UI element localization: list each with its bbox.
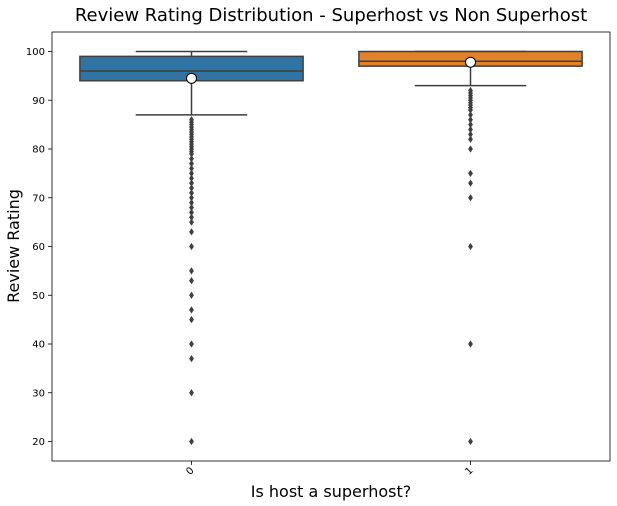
- outlier-point: [189, 437, 194, 446]
- box-group-1: [358, 50, 583, 446]
- y-tick-label: 80: [32, 145, 45, 156]
- outlier-point: [189, 316, 194, 324]
- outlier-point: [468, 130, 473, 138]
- outlier-point: [468, 106, 473, 114]
- outlier-point: [189, 199, 194, 207]
- outlier-point: [189, 164, 194, 173]
- y-tick-label: 90: [32, 96, 45, 107]
- outlier-point: [189, 389, 194, 397]
- outlier-point: [468, 145, 473, 153]
- y-axis: 20 30 40 50 60 70 80 90 100: [26, 47, 52, 448]
- outlier-point: [189, 189, 194, 197]
- outlier-point: [189, 194, 194, 202]
- box-group-0: [79, 50, 304, 446]
- x-axis-label: Is host a superhost?: [251, 482, 411, 501]
- outlier-point: [468, 242, 473, 251]
- y-axis-label: Review Rating: [4, 189, 23, 303]
- outlier-point: [189, 340, 194, 348]
- y-tick-label: 20: [32, 437, 45, 448]
- outlier-point: [189, 155, 194, 163]
- outlier-point: [468, 111, 473, 119]
- outlier-point: [468, 135, 473, 143]
- outlier-point: [468, 116, 473, 124]
- y-tick-label: 40: [32, 340, 45, 351]
- outlier-point: [468, 437, 473, 446]
- outlier-point: [189, 213, 194, 221]
- outlier-point: [189, 150, 194, 158]
- outlier-point: [189, 184, 194, 192]
- y-tick-label: 70: [32, 193, 45, 204]
- outlier-point: [189, 267, 194, 275]
- x-tick-label: 1: [463, 465, 475, 477]
- x-tick-label: 0: [184, 465, 196, 477]
- outlier-point: [189, 306, 194, 314]
- outlier-point: [189, 174, 194, 182]
- y-tick-label: 30: [32, 388, 45, 399]
- y-tick-label: 100: [26, 47, 45, 58]
- outlier-point: [468, 169, 473, 177]
- mean-marker: [186, 72, 197, 84]
- outlier-point: [189, 218, 194, 226]
- outlier-point: [189, 160, 194, 168]
- outlier-point: [189, 242, 194, 251]
- outlier-point: [468, 125, 473, 134]
- outlier-point: [189, 291, 194, 299]
- outlier-point: [468, 340, 473, 348]
- outlier-point: [189, 169, 194, 177]
- outlier-point: [468, 121, 473, 129]
- y-tick-label: 50: [32, 291, 45, 302]
- outlier-point: [189, 203, 194, 212]
- outlier-point: [189, 355, 194, 363]
- outlier-point: [189, 228, 194, 236]
- box-plots: [79, 50, 583, 446]
- plot-area: [51, 31, 611, 462]
- outlier-point: [189, 179, 194, 187]
- y-tick-label: 60: [32, 242, 45, 253]
- outlier-point: [189, 277, 194, 285]
- outlier-point: [468, 179, 473, 187]
- outlier-point: [189, 208, 194, 216]
- mean-marker: [465, 56, 476, 68]
- chart-title: Review Rating Distribution - Superhost v…: [75, 5, 587, 26]
- outlier-point: [468, 194, 473, 202]
